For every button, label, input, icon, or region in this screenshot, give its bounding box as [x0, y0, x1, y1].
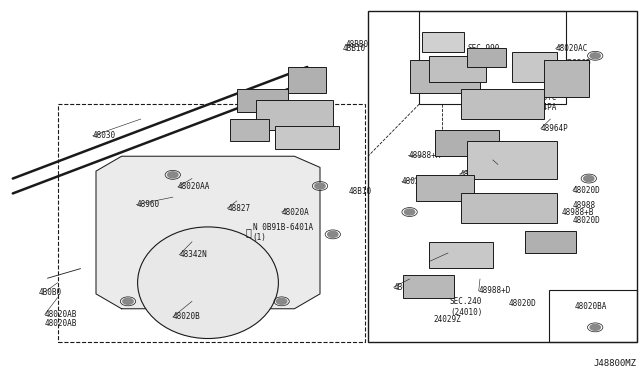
Circle shape [404, 209, 415, 215]
Bar [237, 89, 288, 112]
Text: 48964PC: 48964PC [498, 160, 531, 169]
Polygon shape [96, 156, 320, 309]
Bar [544, 60, 589, 97]
Bar [419, 11, 566, 104]
Bar [410, 60, 480, 93]
Text: 4B820D: 4B820D [563, 59, 591, 68]
Bar [461, 89, 544, 119]
Text: J48800MZ: J48800MZ [594, 359, 637, 368]
Text: Ⓝ: Ⓝ [245, 228, 252, 237]
Bar [422, 32, 464, 52]
Text: 48B10: 48B10 [349, 187, 372, 196]
Text: 48020AC: 48020AC [556, 44, 588, 53]
Text: 48960: 48960 [136, 200, 159, 209]
Bar [275, 126, 339, 149]
Text: 48988: 48988 [573, 201, 596, 210]
Text: 48020AB: 48020AB [45, 319, 77, 328]
Circle shape [315, 183, 325, 189]
Circle shape [590, 324, 600, 330]
Circle shape [328, 231, 338, 237]
Bar [368, 11, 637, 342]
Text: 48964P: 48964P [541, 124, 568, 133]
Bar [230, 119, 269, 141]
Text: 48988+D: 48988+D [479, 286, 511, 295]
Ellipse shape [138, 227, 278, 339]
Circle shape [276, 298, 287, 304]
Circle shape [168, 172, 178, 178]
Text: 48BB0: 48BB0 [346, 40, 369, 49]
Text: 48020D: 48020D [573, 216, 600, 225]
Text: 4B0B0N: 4B0B0N [394, 283, 421, 292]
Bar [467, 48, 506, 67]
Bar [549, 290, 637, 342]
Text: 48020BA: 48020BA [575, 302, 607, 311]
Text: 48988+B: 48988+B [562, 208, 595, 217]
Text: 48020D: 48020D [573, 186, 600, 195]
Text: 48020A: 48020A [282, 208, 309, 217]
Bar [416, 175, 474, 201]
Text: 4BB10: 4BB10 [342, 44, 365, 53]
Text: 24029Z: 24029Z [434, 315, 461, 324]
Text: 48988+A: 48988+A [408, 151, 441, 160]
Bar [429, 242, 493, 268]
Text: 48020D: 48020D [509, 299, 536, 308]
Text: 48030: 48030 [93, 131, 116, 140]
Bar [467, 141, 557, 179]
Bar [525, 231, 576, 253]
Circle shape [590, 53, 600, 59]
Bar [435, 130, 499, 156]
Text: 48020AB: 48020AB [45, 310, 77, 319]
Bar [403, 275, 454, 298]
Text: SEC.990
(4B700): SEC.990 (4B700) [467, 44, 500, 64]
Text: SEC.240
(24010): SEC.240 (24010) [450, 297, 483, 317]
Bar [58, 104, 365, 342]
Text: 48020B: 48020B [173, 312, 200, 321]
Bar [461, 193, 557, 223]
Text: 48827: 48827 [227, 204, 250, 213]
Text: 48020D: 48020D [402, 177, 429, 186]
Text: 48020A: 48020A [430, 257, 458, 266]
Bar [512, 52, 557, 82]
Text: 4B0B0: 4B0B0 [38, 288, 61, 296]
Text: 48020AA: 48020AA [178, 182, 211, 191]
Text: 48964PB: 48964PB [460, 170, 492, 179]
Bar [256, 100, 333, 130]
Text: 48988+C
48964PA: 48988+C 48964PA [525, 93, 557, 112]
Text: N 0B91B-6401A
(1): N 0B91B-6401A (1) [253, 223, 313, 242]
Bar [288, 67, 326, 93]
Circle shape [584, 176, 594, 182]
Circle shape [123, 298, 133, 304]
Bar [429, 56, 486, 82]
Text: 48342N: 48342N [179, 250, 207, 259]
